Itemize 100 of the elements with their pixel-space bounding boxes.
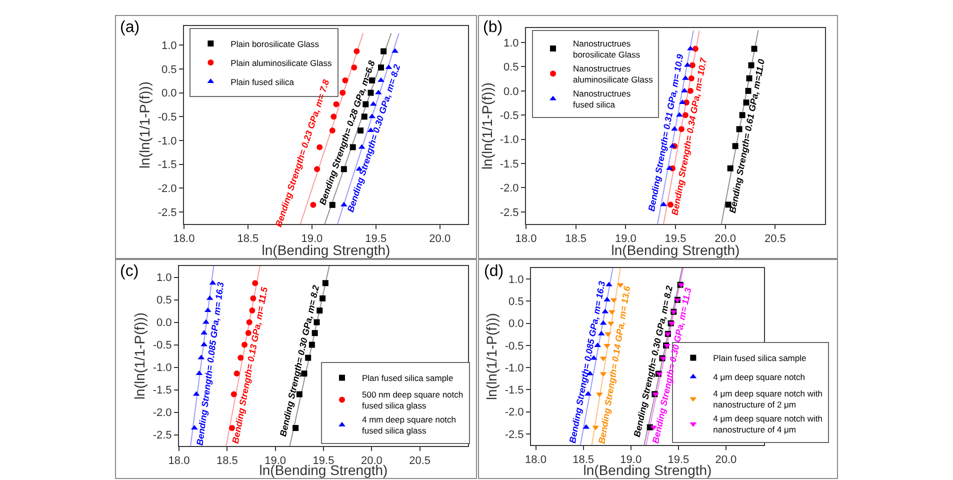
point xyxy=(676,112,683,117)
point xyxy=(322,280,328,286)
x-tick-label: 18.0 xyxy=(525,454,546,466)
y-tick-label: -1.5 xyxy=(504,384,524,397)
x-tick-label: 20.5 xyxy=(764,233,786,246)
legend-label: Nanostructrues aluminosilicate Glass xyxy=(572,63,653,84)
point xyxy=(378,77,384,82)
y-axis-title: ln(ln(1/1-P(f))) xyxy=(131,312,148,400)
point xyxy=(727,165,734,172)
y-tick-label: -2.0 xyxy=(500,182,519,195)
y-tick-label: -2.0 xyxy=(504,406,524,419)
y-tick-label: -1.0 xyxy=(504,362,524,374)
y-tick-label: -2.0 xyxy=(152,407,172,420)
annotation: Bending Strength= 0.13 GPa, m= 11.5 xyxy=(230,285,270,444)
point xyxy=(330,114,337,120)
text: (d) xyxy=(484,263,504,280)
y-tick-label: -1.5 xyxy=(158,159,177,172)
point xyxy=(230,391,237,398)
point xyxy=(378,64,384,71)
text: (c) xyxy=(120,263,139,280)
point xyxy=(596,392,603,398)
y-tick-label: 1.0 xyxy=(508,274,524,286)
y-tick-label: -0.5 xyxy=(504,340,524,352)
y-tick-label: 0.0 xyxy=(508,318,524,330)
point xyxy=(358,127,364,134)
point xyxy=(202,319,210,324)
x-tick-label: 18.0 xyxy=(168,455,190,468)
point xyxy=(310,202,316,208)
x-tick-label: 18.0 xyxy=(515,233,537,246)
point xyxy=(314,319,320,326)
annotation: Bending Strength= 0.30 GPa, m= 8.2 xyxy=(278,284,322,438)
x-tick-label: 18.0 xyxy=(173,233,195,246)
legend-label: Nanostructrues borosilicate Glass xyxy=(572,38,640,60)
point xyxy=(679,100,686,104)
y-tick-label: 0.0 xyxy=(156,317,172,330)
legend-label: Plain fused silica sample xyxy=(713,353,807,364)
y-axis-title: ln(ln(1/1-P(f))) xyxy=(136,81,152,169)
point xyxy=(316,308,323,314)
y-tick-label: -0.5 xyxy=(158,112,177,124)
legend-label: 4 μm deep square notch with nanostructure of 2 μm xyxy=(713,388,823,410)
y-tick-label: 0.5 xyxy=(162,64,177,76)
y-tick-label: -0.5 xyxy=(152,340,172,352)
y-tick-label: -1.0 xyxy=(500,134,519,146)
point xyxy=(320,295,326,302)
point xyxy=(250,295,256,302)
point xyxy=(751,46,758,52)
text: (b) xyxy=(483,19,503,36)
legend-label: 4 μm deep square notch xyxy=(713,372,806,382)
point xyxy=(606,282,612,286)
point xyxy=(246,319,252,326)
y-tick-label: -1.0 xyxy=(158,135,177,148)
legend-label: Plain aluminosilicate Glass xyxy=(230,58,332,68)
y-tick-label: 0.0 xyxy=(162,88,177,100)
point xyxy=(684,62,691,67)
point xyxy=(252,280,258,286)
point xyxy=(308,342,315,348)
point xyxy=(682,75,689,80)
point xyxy=(242,342,248,348)
y-tick-label: 1.0 xyxy=(504,37,519,50)
y-tick-label: -2.5 xyxy=(152,430,172,442)
point xyxy=(314,166,320,172)
annotation: Bending Strength= 0.085 GPa, m= 16.3 xyxy=(194,281,226,446)
legend-label: 500 nm deep square notch fused silica glass xyxy=(362,390,464,411)
y-tick-label: 1.0 xyxy=(162,40,177,52)
point xyxy=(692,46,698,52)
y-tick-label: 1.0 xyxy=(156,272,172,284)
point xyxy=(234,370,240,377)
point xyxy=(743,100,750,106)
y-tick-label: 0.5 xyxy=(504,62,519,74)
point xyxy=(340,90,346,96)
legend-label: Plain borosilicate Glass xyxy=(230,38,320,49)
x-tick-label: 20.5 xyxy=(409,455,431,468)
point xyxy=(739,112,746,118)
y-tick-label: -2.5 xyxy=(504,428,524,441)
point xyxy=(681,88,688,92)
y-tick-label: -2.0 xyxy=(158,183,177,196)
text: (a) xyxy=(120,19,140,36)
y-tick-label: 0.5 xyxy=(508,296,524,308)
legend-label: 4 μm deep square notch with nanostructure of 4 μm xyxy=(713,414,823,435)
point xyxy=(305,354,312,361)
y-axis-title: ln(ln(1/1-P(f))) xyxy=(483,312,500,400)
x-tick-label: 20.0 xyxy=(429,233,451,246)
y-tick-label: 0.5 xyxy=(156,294,172,307)
point xyxy=(687,88,694,94)
y-tick-label: -1.0 xyxy=(152,362,172,374)
point xyxy=(249,308,256,314)
legend-label: Plan fused silica sample xyxy=(362,373,454,384)
point xyxy=(316,144,323,150)
x-tick-label: 18.5 xyxy=(565,233,587,246)
annotation: Bending Strength= 0.61 GPa, m=11.0 xyxy=(727,58,767,214)
point xyxy=(351,64,358,71)
x-tick-label: 20.0 xyxy=(715,454,737,466)
y-tick-label: -1.5 xyxy=(500,158,519,170)
point xyxy=(688,75,694,82)
point xyxy=(245,330,252,336)
point xyxy=(333,101,340,108)
y-tick-label: -2.5 xyxy=(500,206,519,219)
x-tick-label: 18.5 xyxy=(237,233,259,246)
point xyxy=(604,332,612,337)
point xyxy=(678,126,684,132)
